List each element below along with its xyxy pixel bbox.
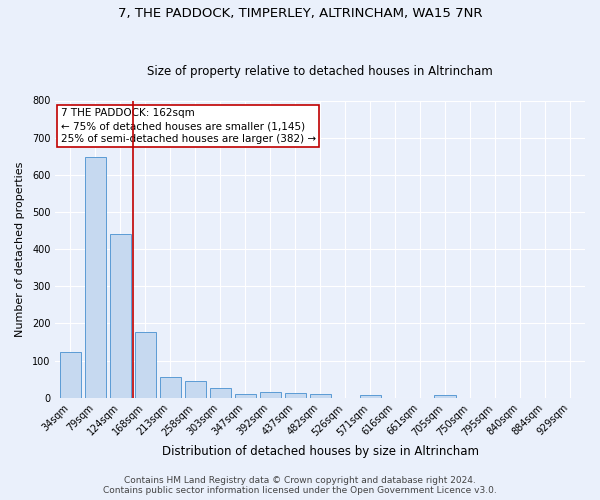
Bar	[185, 381, 206, 398]
Bar	[160, 376, 181, 398]
Text: Contains HM Land Registry data © Crown copyright and database right 2024.
Contai: Contains HM Land Registry data © Crown c…	[103, 476, 497, 495]
Bar	[310, 394, 331, 398]
Text: 7 THE PADDOCK: 162sqm
← 75% of detached houses are smaller (1,145)
25% of semi-d: 7 THE PADDOCK: 162sqm ← 75% of detached …	[61, 108, 316, 144]
Text: 7, THE PADDOCK, TIMPERLEY, ALTRINCHAM, WA15 7NR: 7, THE PADDOCK, TIMPERLEY, ALTRINCHAM, W…	[118, 8, 482, 20]
Title: Size of property relative to detached houses in Altrincham: Size of property relative to detached ho…	[147, 66, 493, 78]
Bar	[59, 352, 81, 398]
Bar	[85, 157, 106, 398]
Bar	[134, 332, 156, 398]
Y-axis label: Number of detached properties: Number of detached properties	[15, 162, 25, 337]
Bar	[434, 395, 455, 398]
Bar	[359, 395, 381, 398]
Bar	[284, 392, 306, 398]
X-axis label: Distribution of detached houses by size in Altrincham: Distribution of detached houses by size …	[161, 444, 479, 458]
Bar	[110, 234, 131, 398]
Bar	[209, 388, 231, 398]
Bar	[235, 394, 256, 398]
Bar	[260, 392, 281, 398]
